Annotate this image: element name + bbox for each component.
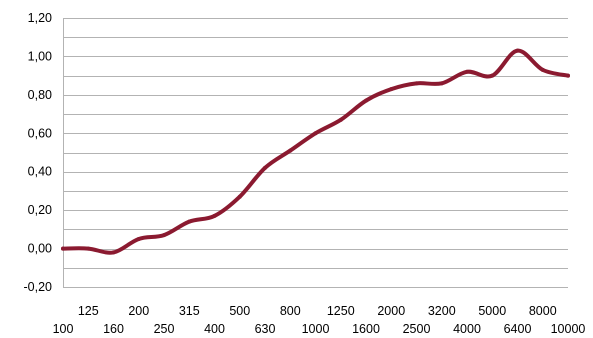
x-tick-label: 500	[229, 304, 250, 318]
series-layer	[61, 48, 570, 255]
y-tick-label: 0,60	[28, 126, 52, 140]
x-tick-label: 125	[78, 304, 99, 318]
series-line	[61, 48, 570, 255]
x-tick-label: 2000	[377, 304, 405, 318]
y-tick-label: 1,00	[28, 49, 52, 63]
x-tick-label: 3200	[428, 304, 456, 318]
x-tick-label: 8000	[529, 304, 557, 318]
gridlines	[63, 18, 568, 288]
data-point	[86, 246, 91, 251]
y-tick-label: 0,40	[28, 165, 52, 179]
x-tick-label: 1000	[302, 322, 330, 336]
x-tick-label: 800	[280, 304, 301, 318]
data-point	[61, 246, 65, 251]
data-point	[414, 81, 419, 86]
data-point	[288, 148, 293, 153]
y-axis-tick-labels: 1,20 1,00 0,80 0,60 0,40 0,20 0,00 -0,20	[24, 11, 53, 294]
y-tick-label: 0,20	[28, 203, 52, 217]
x-tick-label: 5000	[478, 304, 506, 318]
data-point	[111, 250, 116, 255]
x-tick-label: 250	[154, 322, 175, 336]
data-point	[136, 236, 141, 241]
y-tick-label: 0,80	[28, 88, 52, 102]
data-point	[162, 233, 166, 238]
data-point	[263, 165, 267, 170]
data-point	[490, 73, 495, 78]
x-tick-label: 630	[255, 322, 276, 336]
data-point	[566, 73, 570, 78]
data-point	[237, 194, 242, 199]
x-tick-label: 200	[128, 304, 149, 318]
x-tick-label: 400	[204, 322, 225, 336]
data-point	[187, 219, 192, 224]
data-points	[61, 48, 570, 255]
x-tick-label: 10000	[551, 322, 586, 336]
x-tick-label: 160	[103, 322, 124, 336]
x-tick-label: 6400	[504, 322, 532, 336]
data-point	[465, 69, 469, 74]
data-point	[515, 48, 520, 53]
data-point	[364, 98, 368, 103]
data-point	[540, 67, 545, 72]
data-point	[313, 131, 318, 136]
data-point	[338, 117, 343, 122]
x-tick-label: 1250	[327, 304, 355, 318]
y-tick-label: 0,00	[28, 242, 52, 256]
x-tick-label: 100	[53, 322, 74, 336]
data-point	[389, 87, 394, 92]
data-point	[439, 81, 444, 86]
x-tick-label: 1600	[352, 322, 380, 336]
x-tick-label: 2500	[403, 322, 431, 336]
data-point	[212, 213, 217, 218]
y-tick-label: -0,20	[24, 280, 53, 294]
y-tick-label: 1,20	[28, 11, 52, 25]
x-tick-label: 4000	[453, 322, 481, 336]
x-tick-label: 315	[179, 304, 200, 318]
